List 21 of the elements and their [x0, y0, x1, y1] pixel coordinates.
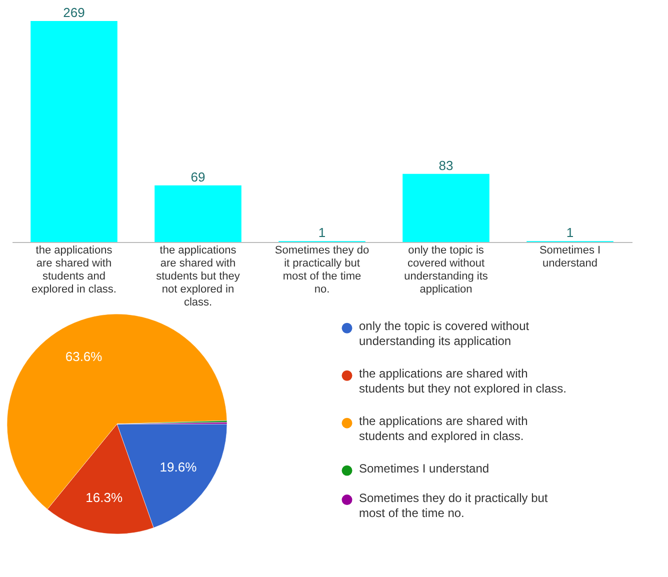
x-tick-label: the applications are shared with students but they not explored in class. — [156, 244, 240, 308]
x-tick-label: Sometimes I understand — [539, 244, 601, 270]
data-label: 269 — [63, 5, 85, 20]
legend-label: Sometimes they do it practically but most of the time no. — [359, 490, 548, 520]
x-tick-label: Sometimes they do it practically but most of the time no. — [274, 244, 370, 296]
data-label: 1 — [566, 225, 574, 240]
legend-label: Sometimes I understand — [359, 462, 490, 476]
data-label: 69 — [190, 169, 206, 184]
legend-label: only the topic is covered without understanding its application — [359, 319, 530, 348]
data-label: 1 — [318, 225, 326, 240]
x-tick-label: the applications are shared with students and explored in class. — [32, 244, 116, 296]
data-label: 16.3% — [86, 490, 123, 505]
bar — [402, 174, 490, 242]
bar — [154, 185, 242, 242]
legend-label: the applications are shared with students and explored in class. — [359, 414, 528, 444]
x-tick-label: only the topic is covered without understanding its application — [404, 244, 488, 296]
bar — [30, 21, 118, 242]
data-label: 19.6% — [160, 459, 198, 474]
data-label: 83 — [438, 158, 454, 173]
data-label: 63.6% — [65, 348, 103, 364]
legend-label: the applications are shared with students but they not explored in class. — [359, 366, 566, 396]
